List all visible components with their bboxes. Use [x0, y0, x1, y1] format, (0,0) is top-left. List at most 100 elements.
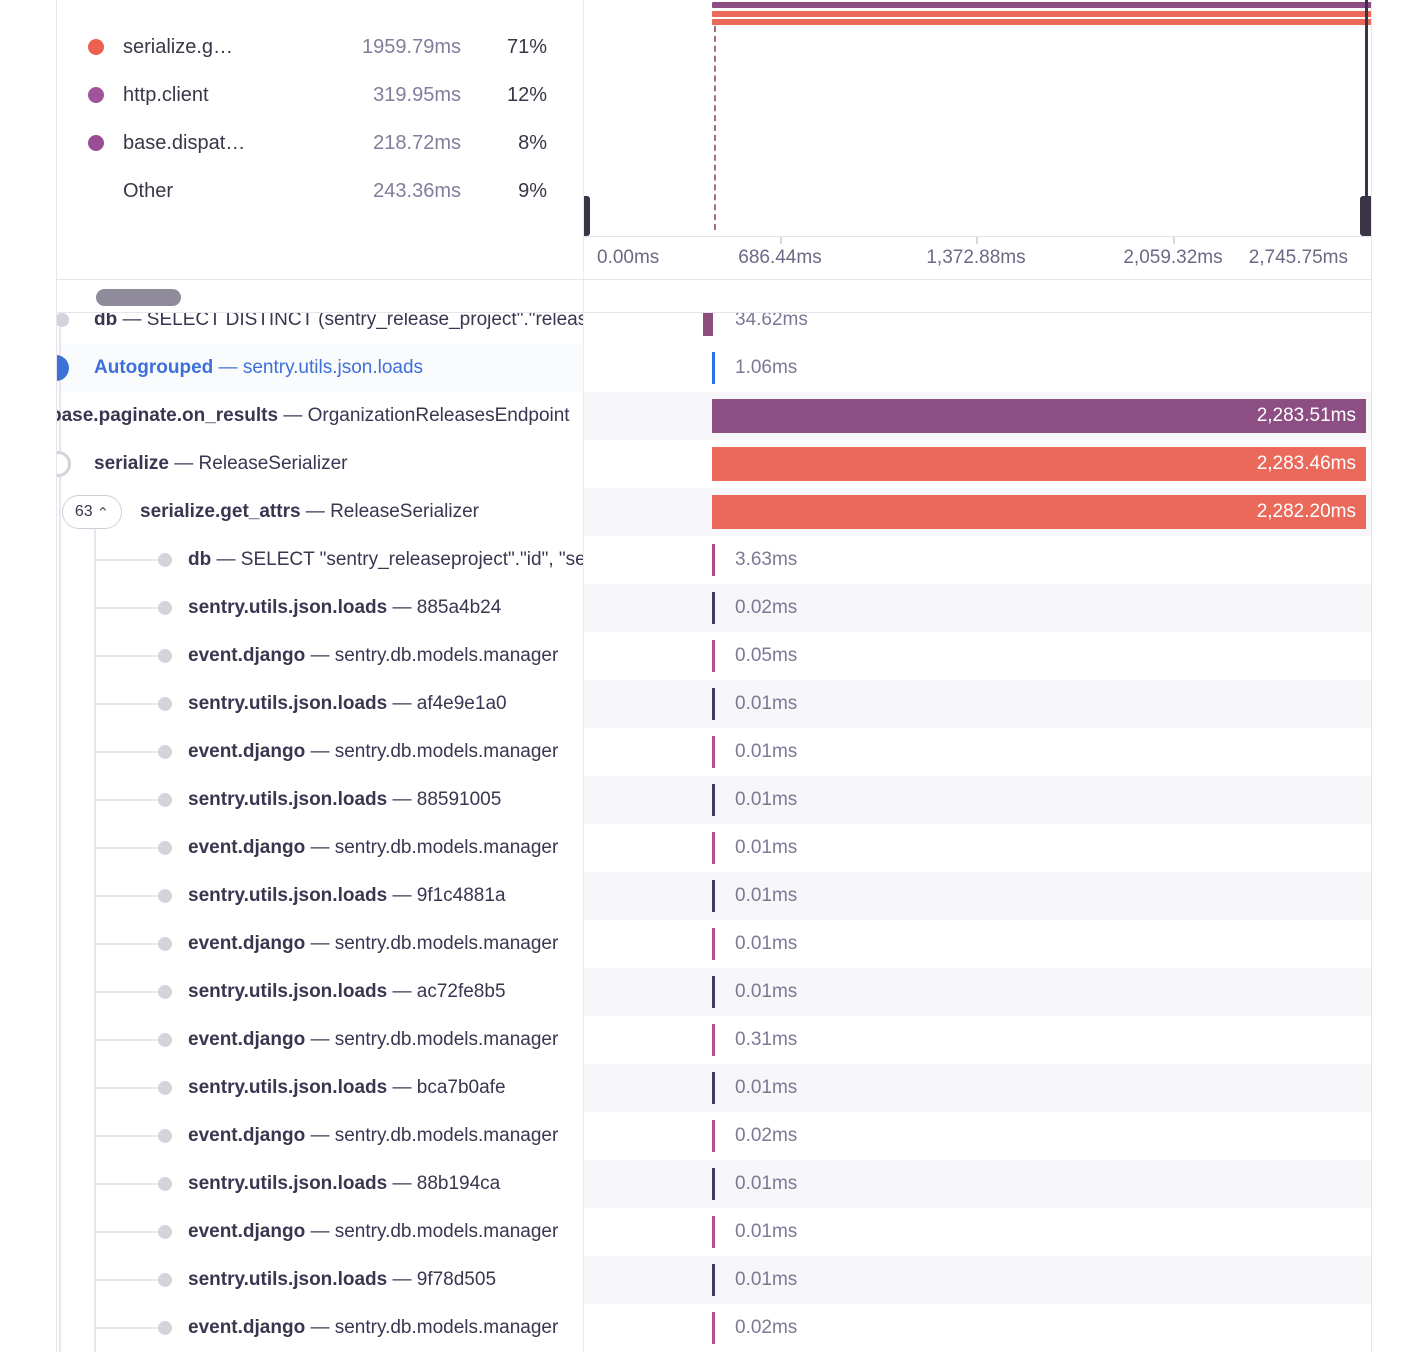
span-description: — bca7b0afe — [387, 1077, 506, 1098]
axis-tick — [1173, 237, 1175, 244]
span-duration-tick[interactable] — [712, 928, 715, 960]
span-row[interactable]: 63 ⌃ serialize.get_attrs — ReleaseSerializ… — [56, 488, 1372, 536]
span-row[interactable]: event.django — sentry.db.models.manager 0… — [56, 1208, 1372, 1256]
span-expand-circle-icon[interactable] — [56, 451, 71, 477]
span-duration-tick[interactable] — [712, 544, 715, 576]
tree-connector-line — [94, 703, 160, 705]
span-title: serialize — ReleaseSerializer — [94, 440, 583, 488]
span-duration-tick[interactable] — [712, 1120, 715, 1152]
span-dot — [158, 1321, 172, 1335]
minimap-right-handle-line — [1365, 0, 1368, 200]
span-duration-bar[interactable]: 2,283.51ms — [712, 399, 1366, 433]
span-row[interactable]: Autogrouped — sentry.utils.json.loads 1.0… — [56, 344, 1372, 392]
span-duration-tick[interactable] — [712, 688, 715, 720]
span-op: event.django — [188, 1029, 306, 1050]
span-title: event.django — sentry.db.models.manager — [188, 1016, 583, 1064]
span-dot — [158, 985, 172, 999]
minimap-right-drag-handle[interactable] — [1360, 196, 1372, 236]
span-dot — [158, 841, 172, 855]
span-duration-label: 0.02ms — [735, 1317, 798, 1338]
tree-connector-line — [94, 751, 160, 753]
span-duration-tick[interactable] — [712, 880, 715, 912]
span-duration-tick[interactable] — [712, 1216, 715, 1248]
span-row[interactable]: sentry.utils.json.loads — af4e9e1a0 0.01m… — [56, 680, 1372, 728]
span-duration-tick[interactable] — [712, 832, 715, 864]
span-op: sentry.utils.json.loads — [188, 885, 388, 906]
span-row[interactable]: sentry.utils.json.loads — bca7b0afe 0.01m… — [56, 1064, 1372, 1112]
span-title: sentry.utils.json.loads — ac72fe8b5 — [188, 968, 583, 1016]
collapse-count-badge[interactable]: 63 ⌃ — [62, 495, 122, 529]
tree-connector-line — [94, 1135, 160, 1137]
span-duration-tick[interactable] — [712, 784, 715, 816]
span-row[interactable]: sentry.utils.json.loads — 885a4b24 0.02ms — [56, 584, 1372, 632]
tree-connector-line — [94, 1183, 160, 1185]
span-op: event.django — [188, 1125, 306, 1146]
span-row[interactable]: sentry.utils.json.loads — 9f78d505 0.01ms — [56, 1256, 1372, 1304]
span-description: — 9f78d505 — [387, 1269, 497, 1290]
span-duration-label: 0.01ms — [735, 837, 798, 858]
span-row[interactable]: event.django — sentry.db.models.manager 0… — [56, 824, 1372, 872]
span-duration-tick[interactable] — [712, 592, 715, 624]
span-duration-tick[interactable] — [712, 1264, 715, 1296]
span-duration-bar[interactable]: 2,283.46ms — [712, 447, 1366, 481]
span-title: event.django — sentry.db.models.manager — [188, 824, 583, 872]
span-row[interactable]: event.django — sentry.db.models.manager 0… — [56, 920, 1372, 968]
trace-minimap[interactable] — [583, 0, 1372, 236]
span-description: — 88b194ca — [387, 1173, 501, 1194]
chevron-up-icon: ⌃ — [96, 504, 110, 522]
span-row[interactable]: event.django — sentry.db.models.manager 0… — [56, 1016, 1372, 1064]
span-title: Autogrouped — sentry.utils.json.loads — [94, 344, 583, 392]
tree-connector-line — [94, 943, 160, 945]
minimap-left-drag-handle[interactable] — [583, 196, 590, 236]
span-row[interactable]: db — SELECT "sentry_releaseproject"."id"… — [56, 536, 1372, 584]
tree-duration-divider — [583, 0, 584, 1352]
span-duration-tick[interactable] — [712, 1168, 715, 1200]
span-row[interactable]: sentry.utils.json.loads — 9f1c4881a 0.01m… — [56, 872, 1372, 920]
horizontal-scrollbar-thumb[interactable] — [96, 289, 181, 306]
span-op: serialize.get_attrs — [140, 501, 301, 522]
span-title: event.django — sentry.db.models.manager — [188, 728, 583, 776]
span-op: event.django — [188, 1221, 306, 1242]
span-title: event.django — sentry.db.models.manager — [188, 632, 583, 680]
legend-op-label: Other — [123, 180, 174, 202]
span-row[interactable]: base.paginate.on_results — OrganizationR… — [56, 392, 1372, 440]
span-duration-label: 0.05ms — [735, 645, 798, 666]
span-duration-bar[interactable]: 2,282.20ms — [712, 495, 1366, 529]
span-title: event.django — sentry.db.models.manager — [188, 920, 583, 968]
span-row[interactable]: sentry.utils.json.loads — 88b194ca 0.01ms — [56, 1160, 1372, 1208]
span-title: base.paginate.on_results — OrganizationR… — [56, 392, 577, 440]
legend-percent: 12% — [506, 84, 547, 106]
span-duration-tick[interactable] — [712, 1312, 715, 1344]
span-row[interactable]: event.django — sentry.db.models.manager 0… — [56, 1112, 1372, 1160]
span-duration-tick[interactable] — [712, 1072, 715, 1104]
span-row[interactable]: event.django — sentry.db.models.manager 0… — [56, 728, 1372, 776]
span-title: sentry.utils.json.loads — 9f78d505 — [188, 1256, 583, 1304]
span-duration-tick[interactable] — [712, 1024, 715, 1056]
span-title: sentry.utils.json.loads — 88591005 — [188, 776, 583, 824]
span-duration-tick[interactable] — [712, 736, 715, 768]
axis-top-border — [583, 236, 1372, 237]
span-duration-tick[interactable] — [712, 976, 715, 1008]
span-row[interactable]: sentry.utils.json.loads — 88591005 0.01ms — [56, 776, 1372, 824]
span-dot — [158, 1033, 172, 1047]
span-row[interactable]: db — SELECT DISTINCT (sentry_release_pro… — [56, 313, 1372, 344]
legend-op-label: base.dispat… — [123, 132, 246, 154]
autogroup-circle-icon[interactable] — [56, 355, 69, 381]
span-row[interactable]: event.django — sentry.db.models.manager 0… — [56, 1304, 1372, 1352]
span-op: event.django — [188, 837, 306, 858]
span-duration-label: 0.01ms — [735, 885, 798, 906]
span-description: — 88591005 — [387, 789, 502, 810]
span-description: — sentry.db.models.manager — [305, 1221, 559, 1242]
span-row[interactable]: sentry.utils.json.loads — ac72fe8b5 0.01m… — [56, 968, 1372, 1016]
span-description: — sentry.db.models.manager — [305, 1317, 559, 1338]
span-duration-tick[interactable] — [712, 640, 715, 672]
axis-label: 1,372.88ms — [926, 247, 1026, 268]
span-row[interactable]: serialize — ReleaseSerializer 2,283.46ms — [56, 440, 1372, 488]
span-row[interactable]: event.django — sentry.db.models.manager 0… — [56, 632, 1372, 680]
span-op: sentry.utils.json.loads — [188, 981, 388, 1002]
axis-label: 686.44ms — [738, 247, 822, 268]
legend-item: serialize.g… 1959.79ms 71% — [57, 23, 583, 71]
span-duration-bar[interactable] — [703, 313, 713, 336]
span-duration-label: 3.63ms — [735, 549, 798, 570]
span-duration-tick[interactable] — [712, 352, 715, 384]
